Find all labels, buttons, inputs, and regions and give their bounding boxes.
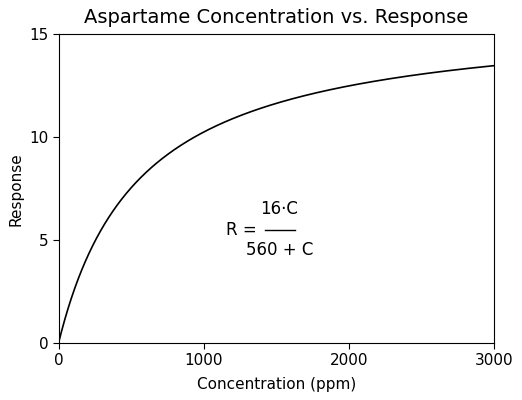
Y-axis label: Response: Response bbox=[8, 152, 23, 226]
X-axis label: Concentration (ppm): Concentration (ppm) bbox=[197, 377, 356, 392]
Text: R =: R = bbox=[226, 221, 262, 239]
Text: 16·C: 16·C bbox=[260, 200, 298, 218]
Text: 560 + C: 560 + C bbox=[246, 241, 313, 259]
Title: Aspartame Concentration vs. Response: Aspartame Concentration vs. Response bbox=[85, 8, 469, 27]
